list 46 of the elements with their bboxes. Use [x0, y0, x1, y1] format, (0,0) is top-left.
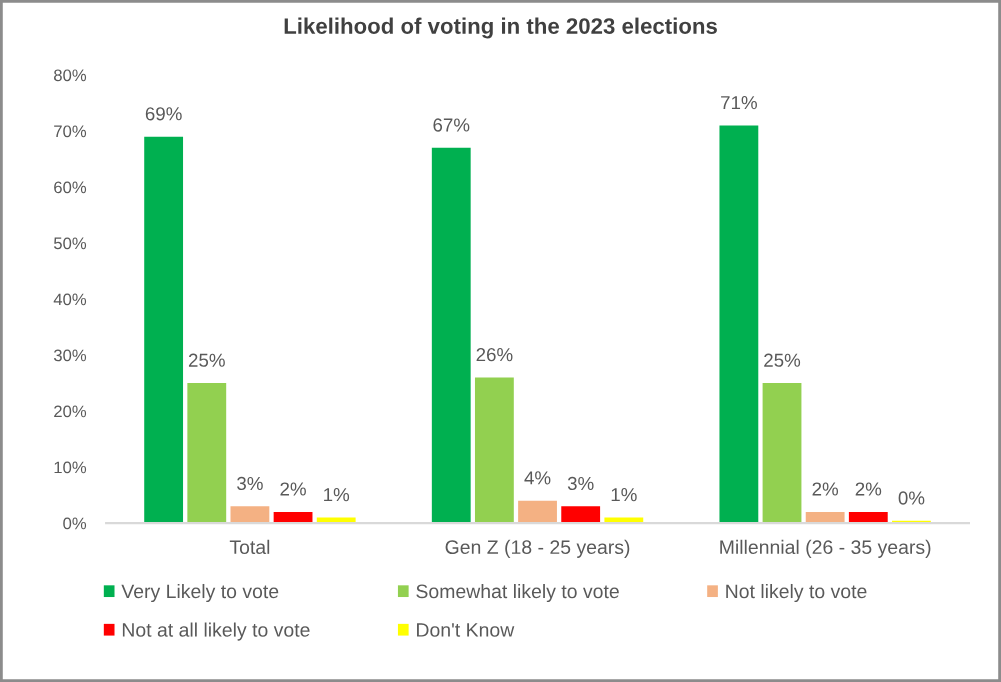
data-label: 2% — [812, 482, 839, 496]
bar — [805, 511, 845, 524]
y-tick-label: 50% — [53, 237, 87, 250]
data-label: 0% — [898, 491, 925, 505]
bar — [230, 506, 270, 524]
data-label: 71% — [721, 96, 757, 110]
bar — [316, 517, 356, 524]
y-tick-label: 80% — [54, 69, 87, 82]
y-tick-label: 70% — [54, 125, 87, 138]
data-label: 67% — [433, 118, 470, 132]
legend-label: Don't Know — [417, 623, 515, 637]
x-tick-label: Total — [229, 539, 270, 555]
data-label: 3% — [567, 476, 594, 491]
bar — [762, 383, 802, 524]
y-tick-label: 60% — [54, 181, 87, 194]
data-label: 2% — [855, 482, 882, 496]
data-label: 2% — [280, 482, 306, 496]
bar — [187, 383, 227, 524]
bar — [431, 147, 471, 524]
bar — [719, 125, 759, 524]
y-tick-label: 10% — [54, 461, 87, 474]
y-tick-label: 30% — [53, 349, 87, 362]
data-label: 25% — [188, 353, 225, 367]
legend-label: Not at all likely to vote — [122, 622, 310, 641]
data-label: 1% — [324, 488, 350, 502]
data-label: 1% — [611, 488, 637, 502]
x-tick-label: Gen Z (18 - 25 years) — [445, 539, 630, 558]
legend-label: Very Likely to vote — [121, 583, 279, 603]
bar — [144, 136, 184, 524]
y-tick-label: 20% — [54, 405, 87, 418]
data-label: 25% — [764, 353, 801, 367]
bar — [848, 511, 888, 524]
bar — [561, 506, 601, 524]
y-tick-label: 0% — [63, 517, 87, 530]
legend-label: Somewhat likely to vote — [416, 583, 619, 603]
bar — [474, 377, 514, 524]
bar — [604, 517, 644, 524]
bar — [518, 500, 557, 524]
data-label: 69% — [145, 107, 182, 121]
data-label: 3% — [237, 476, 263, 491]
x-tick-label: Millennial (26 - 35 years) — [720, 539, 931, 558]
legend-label: Not likely to vote — [726, 583, 867, 603]
chart-title: Likelihood of voting in the 2023 elections — [284, 17, 717, 39]
data-label: 26% — [476, 347, 513, 362]
y-tick-label: 40% — [53, 293, 87, 306]
data-label: 4% — [524, 471, 551, 485]
